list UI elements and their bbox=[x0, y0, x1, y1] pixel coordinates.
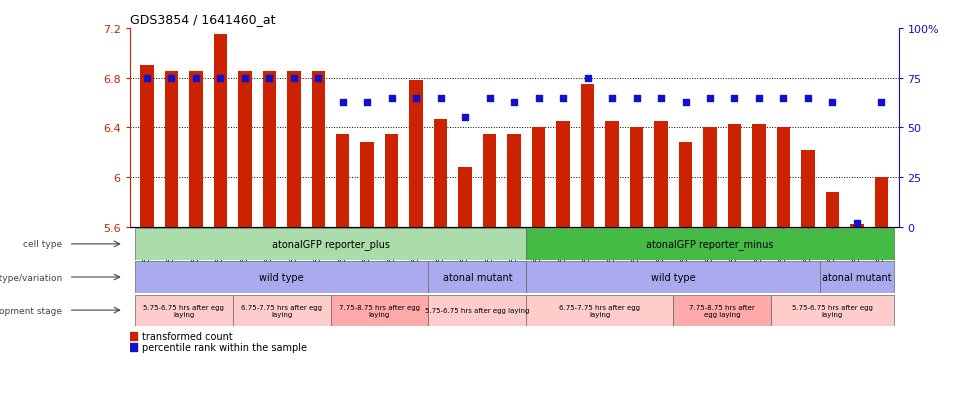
Point bbox=[653, 95, 669, 102]
Point bbox=[359, 99, 375, 106]
Text: atonalGFP reporter_plus: atonalGFP reporter_plus bbox=[272, 239, 389, 250]
Point bbox=[727, 95, 742, 102]
Text: 7.75-8.75 hrs after
egg laying: 7.75-8.75 hrs after egg laying bbox=[689, 304, 755, 317]
Bar bbox=[483, 134, 497, 227]
Point bbox=[579, 75, 595, 82]
Point bbox=[752, 95, 767, 102]
Text: wild type: wild type bbox=[259, 272, 304, 282]
Bar bbox=[409, 81, 423, 227]
Point bbox=[825, 99, 840, 106]
Text: 7.75-8.75 hrs after egg
laying: 7.75-8.75 hrs after egg laying bbox=[339, 304, 420, 317]
Point bbox=[139, 75, 155, 82]
Point bbox=[776, 95, 791, 102]
Text: 5.75-6.75 hrs after egg
laying: 5.75-6.75 hrs after egg laying bbox=[143, 304, 224, 317]
Text: atonalGFP reporter_minus: atonalGFP reporter_minus bbox=[646, 239, 774, 250]
Text: 5.75-6.75 hrs after egg laying: 5.75-6.75 hrs after egg laying bbox=[425, 307, 530, 313]
Bar bbox=[311, 72, 325, 227]
Bar bbox=[164, 72, 178, 227]
Point bbox=[555, 95, 571, 102]
Bar bbox=[429, 262, 527, 293]
Point bbox=[874, 99, 889, 106]
Text: 6.75-7.75 hrs after egg
laying: 6.75-7.75 hrs after egg laying bbox=[241, 304, 322, 317]
Bar bbox=[527, 262, 820, 293]
Point bbox=[163, 75, 179, 82]
Bar bbox=[262, 72, 276, 227]
Bar bbox=[531, 128, 545, 227]
Bar bbox=[678, 143, 692, 227]
Point bbox=[286, 75, 302, 82]
Point bbox=[850, 220, 865, 226]
Point bbox=[678, 99, 693, 106]
Point bbox=[457, 115, 473, 121]
Point bbox=[801, 95, 816, 102]
Bar bbox=[360, 143, 374, 227]
Point bbox=[408, 95, 424, 102]
Point bbox=[506, 99, 522, 106]
Bar bbox=[772, 295, 894, 326]
Bar bbox=[213, 35, 227, 227]
Text: 5.75-6.75 hrs after egg
laying: 5.75-6.75 hrs after egg laying bbox=[792, 304, 873, 317]
Bar bbox=[727, 124, 741, 227]
Text: percentile rank within the sample: percentile rank within the sample bbox=[141, 342, 307, 352]
Bar bbox=[429, 295, 527, 326]
Bar bbox=[850, 225, 864, 227]
Point bbox=[237, 75, 253, 82]
Point bbox=[433, 95, 449, 102]
Bar bbox=[580, 85, 594, 227]
Text: atonal mutant: atonal mutant bbox=[822, 272, 892, 282]
Text: atonal mutant: atonal mutant bbox=[443, 272, 512, 282]
Point bbox=[212, 75, 228, 82]
Bar bbox=[135, 262, 429, 293]
Bar bbox=[287, 72, 301, 227]
Text: wild type: wild type bbox=[651, 272, 696, 282]
Point bbox=[261, 75, 277, 82]
Bar bbox=[385, 134, 399, 227]
Bar bbox=[801, 150, 815, 227]
Bar bbox=[135, 229, 527, 260]
Bar bbox=[605, 122, 619, 227]
Bar bbox=[556, 122, 570, 227]
Bar bbox=[674, 295, 772, 326]
Bar bbox=[527, 295, 674, 326]
Bar bbox=[507, 134, 521, 227]
Text: cell type: cell type bbox=[23, 240, 62, 249]
Text: genotype/variation: genotype/variation bbox=[0, 273, 62, 282]
Text: transformed count: transformed count bbox=[141, 331, 233, 341]
Point bbox=[188, 75, 204, 82]
Point bbox=[335, 99, 351, 106]
Bar bbox=[130, 344, 137, 351]
Bar bbox=[336, 134, 350, 227]
Bar bbox=[752, 124, 766, 227]
Point bbox=[530, 95, 546, 102]
Bar bbox=[776, 128, 790, 227]
Bar bbox=[629, 128, 643, 227]
Bar bbox=[820, 262, 894, 293]
Bar bbox=[527, 229, 894, 260]
Bar bbox=[458, 168, 472, 227]
Bar bbox=[238, 72, 252, 227]
Point bbox=[604, 95, 620, 102]
Point bbox=[702, 95, 718, 102]
Point bbox=[310, 75, 326, 82]
Bar bbox=[233, 295, 331, 326]
Bar bbox=[825, 192, 839, 227]
Point bbox=[628, 95, 644, 102]
Text: 6.75-7.75 hrs after egg
laying: 6.75-7.75 hrs after egg laying bbox=[559, 304, 640, 317]
Text: development stage: development stage bbox=[0, 306, 62, 315]
Bar bbox=[130, 333, 137, 340]
Point bbox=[384, 95, 400, 102]
Bar bbox=[875, 178, 888, 227]
Point bbox=[482, 95, 498, 102]
Bar bbox=[434, 119, 448, 227]
Bar bbox=[140, 66, 154, 227]
Bar bbox=[703, 128, 717, 227]
Bar bbox=[331, 295, 429, 326]
Bar bbox=[654, 122, 668, 227]
Text: GDS3854 / 1641460_at: GDS3854 / 1641460_at bbox=[130, 13, 275, 26]
Bar bbox=[135, 295, 233, 326]
Bar bbox=[189, 72, 203, 227]
